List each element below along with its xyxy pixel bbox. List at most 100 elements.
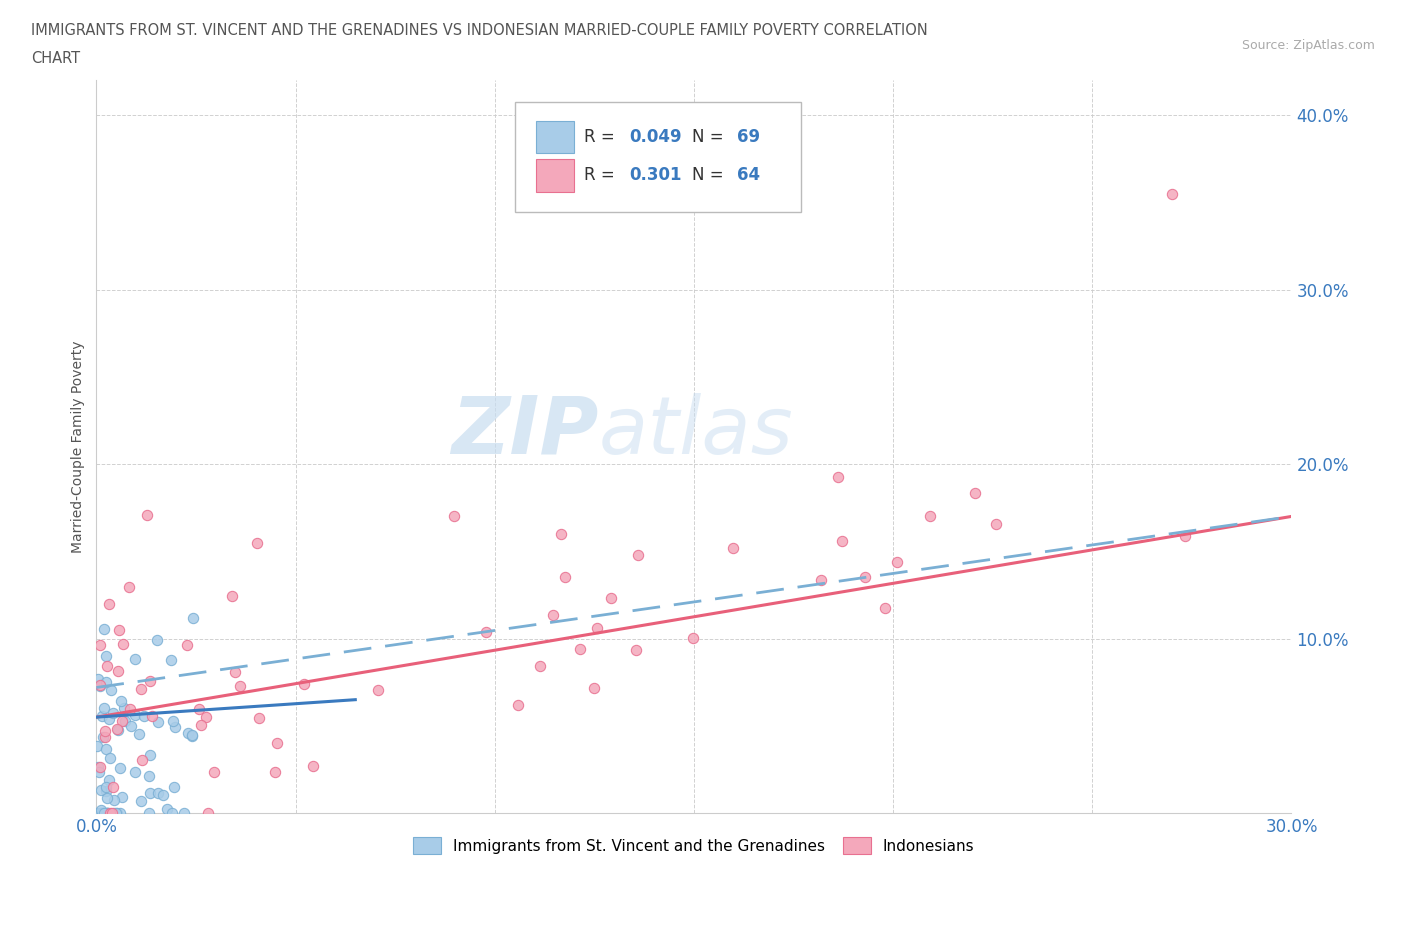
Point	[89, 759, 111, 774]
Point	[107, 664, 129, 679]
Point	[96, 741, 118, 756]
Text: CHART: CHART	[31, 51, 80, 66]
Point	[96, 658, 118, 673]
Point	[721, 540, 744, 555]
Point	[110, 761, 132, 776]
Point	[506, 698, 529, 712]
Point	[266, 736, 288, 751]
Point	[118, 701, 141, 716]
Point	[111, 790, 134, 804]
Point	[94, 780, 117, 795]
Point	[600, 591, 623, 605]
Point	[176, 637, 198, 652]
Point	[98, 596, 121, 611]
Point	[89, 782, 111, 797]
Point	[292, 676, 315, 691]
Point	[443, 509, 465, 524]
Text: N =: N =	[692, 166, 728, 184]
Point	[108, 805, 131, 820]
Point	[97, 805, 120, 820]
Point	[202, 764, 225, 779]
Point	[264, 764, 287, 779]
Point	[96, 805, 118, 820]
Point	[582, 681, 605, 696]
FancyBboxPatch shape	[536, 159, 575, 192]
Point	[100, 683, 122, 698]
Text: 64: 64	[737, 166, 761, 184]
Point	[98, 711, 121, 726]
Point	[124, 708, 146, 723]
Point	[138, 768, 160, 783]
Point	[543, 607, 565, 622]
Point	[107, 723, 129, 737]
Point	[1174, 529, 1197, 544]
Point	[87, 764, 110, 779]
Point	[197, 805, 219, 820]
Point	[139, 674, 162, 689]
Point	[91, 805, 114, 820]
Point	[101, 805, 124, 820]
Point	[108, 623, 131, 638]
Text: 0.049: 0.049	[630, 128, 682, 146]
Point	[86, 739, 108, 754]
Y-axis label: Married-Couple Family Poverty: Married-Couple Family Poverty	[72, 340, 86, 552]
Point	[529, 658, 551, 673]
Point	[131, 752, 153, 767]
Point	[302, 758, 325, 773]
Point	[984, 516, 1007, 531]
Point	[96, 805, 118, 820]
Point	[627, 548, 650, 563]
Point	[86, 671, 108, 686]
Point	[114, 713, 136, 728]
Point	[1161, 186, 1184, 201]
FancyBboxPatch shape	[536, 121, 575, 153]
Point	[180, 727, 202, 742]
Point	[831, 534, 853, 549]
Point	[93, 622, 115, 637]
Point	[162, 779, 184, 794]
Point	[129, 794, 152, 809]
Point	[146, 632, 169, 647]
Point	[124, 652, 146, 667]
Point	[246, 536, 269, 551]
Point	[156, 802, 179, 817]
Point	[89, 805, 111, 820]
Point	[367, 683, 389, 698]
Point	[111, 713, 134, 728]
Point	[138, 805, 160, 820]
Point	[963, 485, 986, 500]
Point	[165, 720, 187, 735]
Point	[550, 526, 572, 541]
Point	[173, 805, 195, 820]
Point	[855, 569, 877, 584]
Point	[139, 786, 162, 801]
Point	[624, 643, 647, 658]
Legend: Immigrants from St. Vincent and the Grenadines, Indonesians: Immigrants from St. Vincent and the Gren…	[408, 830, 981, 860]
Text: atlas: atlas	[599, 393, 793, 471]
Point	[93, 700, 115, 715]
Point	[146, 714, 169, 729]
Point	[224, 664, 246, 679]
Point	[139, 747, 162, 762]
Point	[112, 700, 135, 715]
Text: IMMIGRANTS FROM ST. VINCENT AND THE GRENADINES VS INDONESIAN MARRIED-COUPLE FAMI: IMMIGRANTS FROM ST. VINCENT AND THE GREN…	[31, 23, 928, 38]
Point	[89, 678, 111, 693]
Point	[93, 724, 115, 738]
Point	[96, 790, 118, 805]
Point	[918, 508, 941, 523]
Text: ZIP: ZIP	[451, 393, 599, 471]
Point	[100, 805, 122, 820]
Point	[96, 805, 118, 820]
Point	[129, 682, 152, 697]
Point	[98, 751, 121, 765]
Point	[103, 805, 125, 820]
Point	[91, 729, 114, 744]
Point	[181, 729, 204, 744]
Point	[134, 709, 156, 724]
Point	[103, 792, 125, 807]
Point	[86, 805, 108, 820]
Point	[103, 706, 125, 721]
Point	[89, 638, 111, 653]
Text: R =: R =	[583, 128, 620, 146]
Point	[221, 589, 243, 604]
